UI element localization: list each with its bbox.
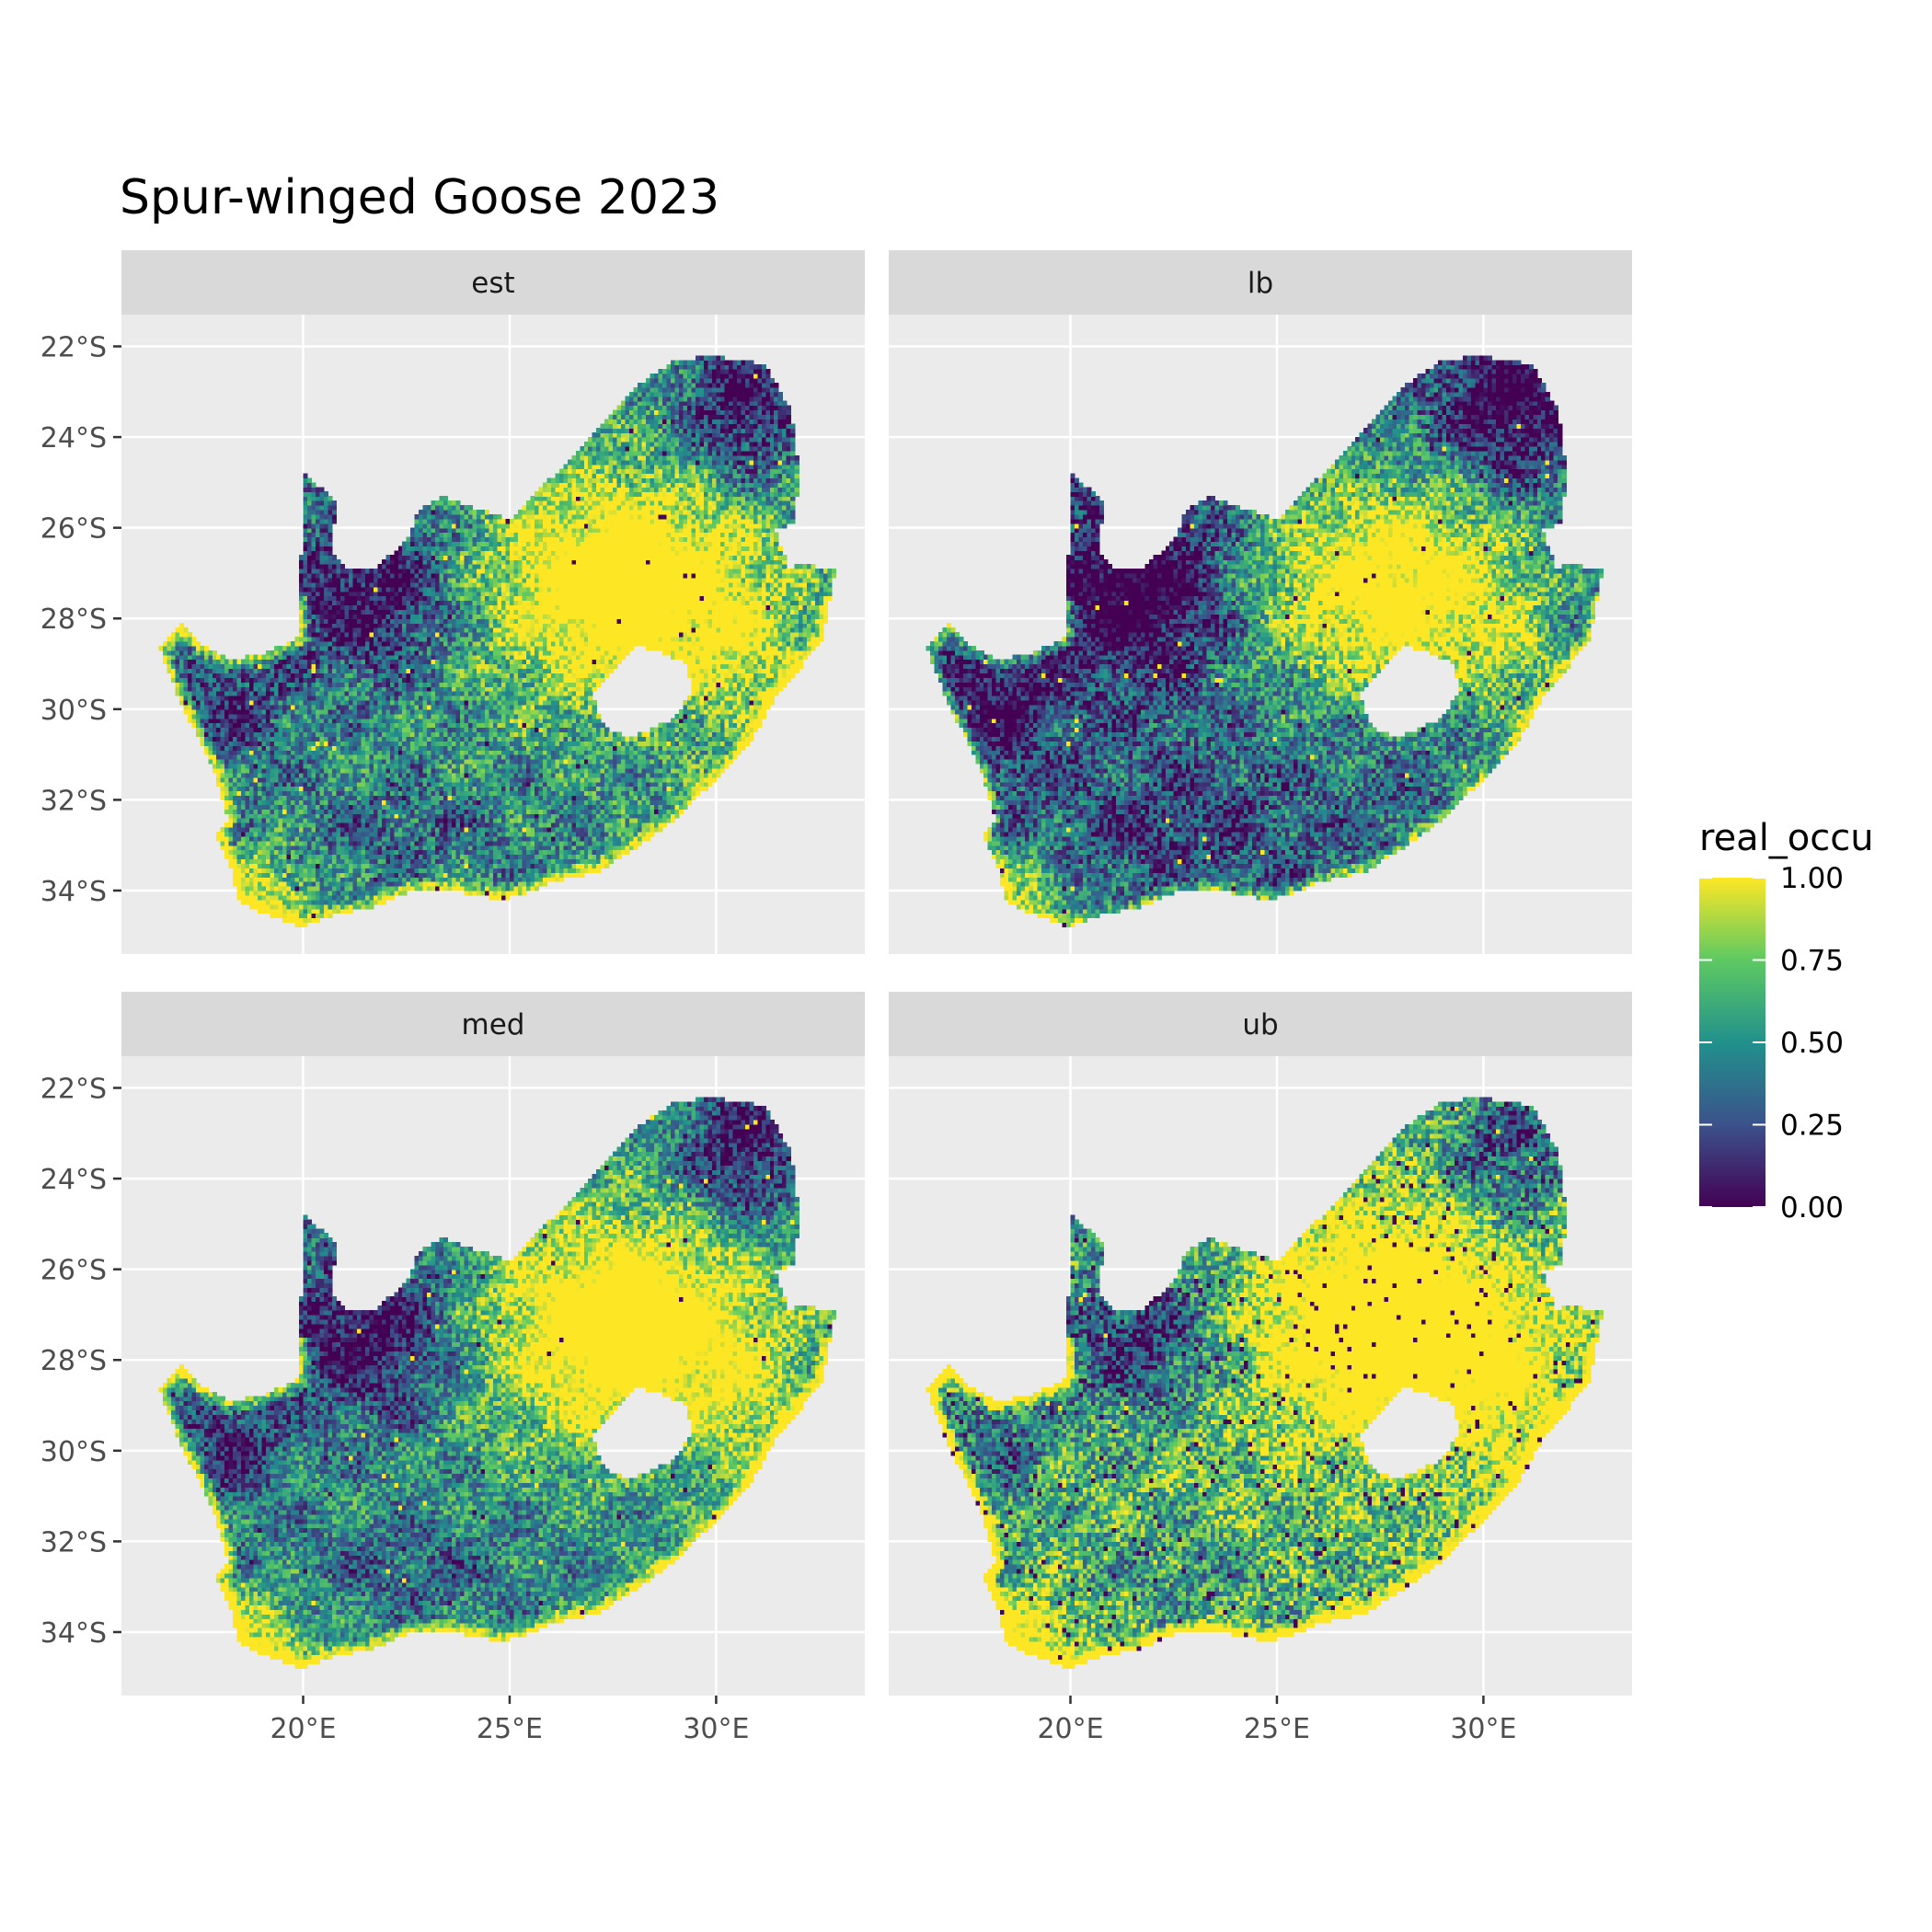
legend-label: 0.75 xyxy=(1780,945,1844,978)
x-tick-label: 25°E xyxy=(1244,1713,1310,1745)
legend-label: 0.25 xyxy=(1780,1110,1844,1143)
x-axis-med: 20°E 25°E 30°E xyxy=(270,1696,749,1745)
y-tick-label: 34°S xyxy=(40,876,107,908)
y-tick-label: 28°S xyxy=(40,604,107,636)
y-tick-label: 24°S xyxy=(40,1164,107,1196)
y-axis-est: 22°S 24°S 26°S 28°S 30°S 32°S 34°S xyxy=(40,332,121,908)
legend-label: 1.00 xyxy=(1780,862,1844,895)
facet-strip-label: med xyxy=(462,1008,525,1041)
y-tick-label: 28°S xyxy=(40,1345,107,1377)
y-axis-med: 22°S 24°S 26°S 28°S 30°S 32°S 34°S xyxy=(40,1074,121,1650)
facet-strip-label: ub xyxy=(1242,1008,1278,1041)
x-tick-label: 30°E xyxy=(683,1713,749,1745)
y-tick-label: 22°S xyxy=(40,332,107,364)
y-tick-label: 30°S xyxy=(40,695,107,727)
y-tick-label: 26°S xyxy=(40,513,107,546)
legend-label: 0.00 xyxy=(1780,1191,1844,1225)
facet-strip-label: lb xyxy=(1248,267,1273,300)
y-tick-label: 30°S xyxy=(40,1436,107,1468)
x-tick-label: 20°E xyxy=(270,1713,336,1745)
facet-panel-med: med xyxy=(121,992,865,1696)
x-tick-label: 25°E xyxy=(477,1713,543,1745)
y-tick-label: 24°S xyxy=(40,422,107,454)
y-tick-label: 32°S xyxy=(40,785,107,817)
facet-panel-est: est xyxy=(121,250,865,954)
y-tick-label: 26°S xyxy=(40,1255,107,1287)
x-axis-ub: 20°E 25°E 30°E xyxy=(1037,1696,1516,1745)
facet-strip-label: est xyxy=(471,267,514,300)
y-tick-label: 22°S xyxy=(40,1074,107,1106)
legend-title: real_occu xyxy=(1699,817,1874,859)
x-tick-label: 30°E xyxy=(1450,1713,1516,1745)
y-tick-label: 32°S xyxy=(40,1526,107,1558)
facet-panels: est lb med ub xyxy=(121,250,1632,1696)
y-tick-label: 34°S xyxy=(40,1617,107,1650)
x-tick-label: 20°E xyxy=(1037,1713,1103,1745)
legend-label: 0.50 xyxy=(1780,1027,1844,1060)
facet-panel-ub: ub xyxy=(889,992,1632,1696)
facet-panel-lb: lb xyxy=(889,250,1632,954)
